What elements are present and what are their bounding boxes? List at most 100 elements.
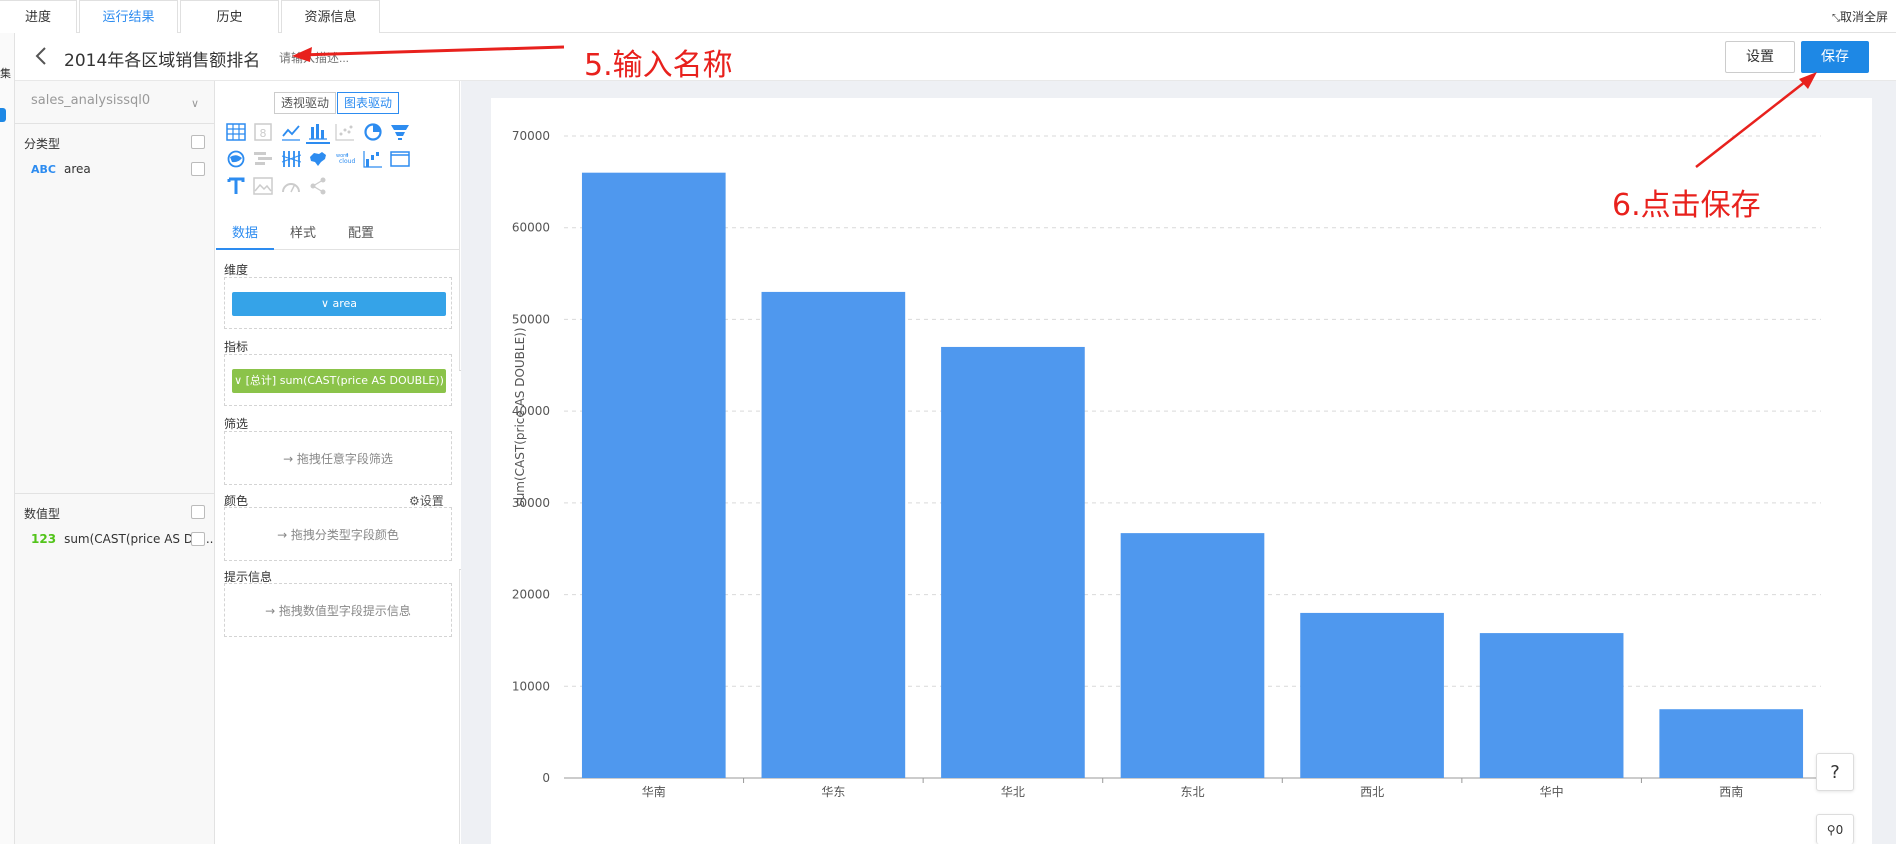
settings-button[interactable]: 设置: [1725, 41, 1795, 73]
number-chart-icon[interactable]: 8: [251, 120, 275, 144]
table-chart-icon[interactable]: [224, 120, 248, 144]
y-tick-label: 10000: [512, 679, 550, 693]
x-tick-label: 华东: [821, 785, 845, 799]
tooltip-hint: → 拖拽数值型字段提示信息: [265, 603, 411, 618]
tab-style[interactable]: 样式: [289, 226, 316, 241]
tab-results-label: 运行结果: [102, 10, 155, 25]
tab-data[interactable]: 数据: [216, 220, 274, 250]
color-label: 颜色: [224, 494, 249, 508]
wordcloud-chart-icon[interactable]: word cloud a: [333, 147, 357, 171]
line-chart-icon[interactable]: [279, 120, 303, 144]
map-chart-icon[interactable]: [306, 147, 330, 171]
zoom-icon: ⚲: [1826, 822, 1836, 837]
x-tick-label: 华南: [642, 784, 666, 799]
field-panel: sales_analysissql0 ∨ 分类型 ABC area 数值型 123…: [15, 81, 215, 844]
color-settings-label: 设置: [419, 494, 444, 508]
string-type-icon: ABC: [31, 163, 56, 176]
number-type-icon: 123: [31, 532, 57, 546]
tab-history[interactable]: 历史: [180, 0, 279, 33]
y-tick-label: 70000: [512, 129, 550, 143]
pie-chart-icon[interactable]: [361, 120, 385, 144]
config-panel: 透视驱动 图表驱动 8 word cloud a: [216, 81, 460, 844]
metric-pill-price-sum[interactable]: ∨ [总计] sum(CAST(price AS DOUBLE)): [232, 369, 446, 393]
exit-fullscreen-button[interactable]: ⤡取消全屏: [1832, 8, 1888, 25]
help-label: ?: [1830, 761, 1840, 783]
bar-5: [1479, 633, 1624, 778]
y-tick-label: 50000: [512, 312, 550, 326]
back-button[interactable]: [31, 45, 51, 67]
image-chart-icon[interactable]: [251, 174, 275, 198]
mode-pivot-button[interactable]: 透视驱动: [274, 92, 337, 114]
y-tick-label: 60000: [512, 221, 550, 235]
tab-progress[interactable]: 进度: [0, 0, 77, 33]
filter-hint: → 拖拽任意字段筛选: [283, 451, 393, 466]
filter-dropzone[interactable]: → 拖拽任意字段筛选: [224, 431, 452, 485]
dashboard-title[interactable]: 2014年各区域销售额排名: [64, 51, 261, 71]
metric-dropzone[interactable]: ∨ [总计] sum(CAST(price AS DOUBLE)): [224, 354, 452, 406]
gantt-chart-icon[interactable]: [251, 147, 275, 171]
x-tick-label: 华北: [1001, 785, 1025, 799]
bar-chart-icon[interactable]: [306, 120, 330, 144]
field-section-divider: [15, 493, 215, 494]
gauge-chart-icon[interactable]: [279, 174, 303, 198]
svg-text:a: a: [346, 152, 349, 157]
svg-text:8: 8: [260, 127, 267, 140]
field-name: area: [63, 162, 91, 176]
svg-text:cloud: cloud: [339, 158, 355, 165]
datasource-value: sales_analysissql0: [31, 93, 151, 108]
bar-4: [1300, 612, 1444, 778]
tab-resources[interactable]: 资源信息: [281, 0, 380, 33]
y-tick-label: 30000: [512, 496, 550, 510]
bar-6: [1659, 709, 1804, 778]
metric-label: 指标: [224, 340, 249, 354]
tooltip-dropzone[interactable]: → 拖拽数值型字段提示信息: [224, 583, 452, 637]
dimension-pill-area[interactable]: ∨ area: [232, 292, 446, 316]
save-button[interactable]: 保存: [1801, 41, 1869, 73]
scatter-chart-icon[interactable]: [333, 120, 357, 144]
field-item-area[interactable]: ABC area: [31, 162, 91, 176]
numeric-select-all-checkbox[interactable]: [191, 505, 205, 519]
waterfall-chart-icon[interactable]: [361, 147, 385, 171]
iframe-chart-icon[interactable]: [388, 147, 412, 171]
description-input[interactable]: [279, 51, 399, 65]
dimension-dropzone[interactable]: ∨ area: [224, 277, 452, 329]
datasource-select[interactable]: sales_analysissql0 ∨: [31, 93, 215, 115]
y-tick-label: 40000: [512, 404, 550, 418]
parallel-chart-icon[interactable]: [279, 147, 303, 171]
color-settings-button[interactable]: ⚙设置: [409, 492, 444, 509]
zoom-value: 0: [1835, 822, 1844, 837]
top-tabbar: 进度 运行结果 历史 资源信息 ⤡取消全屏: [0, 0, 1896, 33]
field-area-checkbox[interactable]: [191, 162, 205, 176]
funnel-chart-icon[interactable]: [388, 120, 412, 144]
tab-config[interactable]: 配置: [347, 226, 374, 241]
gear-icon: ⚙: [409, 494, 420, 508]
editor-header: 2014年各区域销售额排名 设置 保存: [15, 33, 1896, 81]
field-price-checkbox[interactable]: [191, 532, 205, 546]
svg-text:word: word: [336, 153, 348, 159]
rail-label: 集: [0, 67, 11, 80]
mode-chart-button[interactable]: 图表驱动: [337, 92, 400, 114]
text-chart-icon[interactable]: [224, 174, 248, 198]
zoom-control[interactable]: ⚲ 0: [1816, 814, 1854, 844]
y-tick-label: 20000: [512, 588, 550, 602]
bar-0: [581, 172, 726, 778]
color-hint: → 拖拽分类型字段颜色: [277, 527, 399, 542]
dimension-label: 维度: [224, 263, 249, 277]
tab-progress-label: 进度: [24, 10, 51, 25]
tab-results[interactable]: 运行结果: [79, 0, 178, 33]
exit-fullscreen-label: 取消全屏: [1839, 10, 1888, 24]
categorical-select-all-checkbox[interactable]: [191, 135, 205, 149]
relation-chart-icon[interactable]: [306, 174, 330, 198]
radar-chart-icon[interactable]: [224, 147, 248, 171]
field-name: sum(CAST(price AS DO...: [64, 532, 214, 546]
categorical-label: 分类型: [24, 137, 61, 151]
exit-fullscreen-icon: ⤡: [1831, 13, 1840, 24]
bar-2: [941, 346, 1085, 778]
bar-chart: 0 10000 20000 30000 40000 50000 60000 70000 华南 华东…: [512, 129, 1821, 799]
tooltip-label: 提示信息: [224, 570, 273, 584]
color-dropzone[interactable]: → 拖拽分类型字段颜色: [224, 507, 452, 561]
chevron-left-icon: [35, 47, 46, 65]
field-item-price-sum[interactable]: 123 sum(CAST(price AS DO...: [31, 532, 213, 546]
annotation-step5: 5.输入名称: [584, 48, 733, 83]
help-button[interactable]: ?: [1816, 753, 1854, 791]
